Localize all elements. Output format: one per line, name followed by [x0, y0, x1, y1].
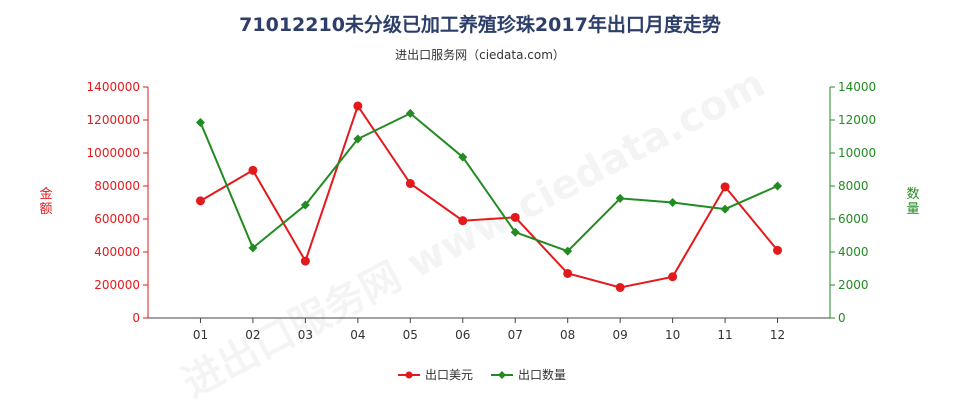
left-axis-title: 额: [39, 202, 52, 217]
chart-title: 71012210未分级已加工养殖珍珠2017年出口月度走势: [239, 14, 721, 36]
data-point-amount: [458, 216, 468, 226]
x-tick-label: 10: [665, 328, 680, 342]
left-tick-label: 200000: [94, 278, 140, 292]
data-point-amount: [353, 101, 363, 111]
x-tick-label: 12: [770, 328, 785, 342]
legend-label: 出口美元: [425, 368, 473, 382]
x-tick-label: 11: [717, 328, 732, 342]
series-line-1: [199, 103, 779, 289]
legend-label: 出口数量: [518, 367, 566, 382]
left-tick-label: 0: [132, 311, 140, 325]
data-point-amount: [405, 179, 415, 189]
data-point-amount: [300, 256, 310, 266]
right-tick-label: 4000: [838, 245, 869, 259]
data-point-quantity: [300, 200, 310, 210]
right-tick-label: 10000: [838, 146, 876, 160]
left-tick-label: 1400000: [87, 80, 140, 94]
data-point-amount: [773, 245, 783, 255]
legend-marker: [498, 371, 506, 379]
x-tick-label: 03: [298, 328, 313, 342]
right-tick-label: 14000: [838, 80, 876, 94]
data-point-quantity: [195, 117, 205, 127]
left-tick-label: 400000: [94, 245, 140, 259]
right-tick-label: 6000: [838, 212, 869, 226]
data-point-amount: [720, 182, 730, 192]
data-point-amount: [615, 282, 625, 292]
legend-marker: [405, 371, 413, 379]
x-tick-label: 06: [455, 328, 470, 342]
data-point-quantity: [248, 243, 258, 253]
data-point-quantity: [773, 181, 783, 191]
data-point-quantity: [668, 198, 678, 207]
data-point-quantity: [510, 227, 520, 237]
data-point-quantity: [563, 246, 573, 256]
data-point-quantity: [615, 193, 625, 203]
x-tick-label: 01: [193, 328, 208, 342]
chart-subtitle: 进出口服务网（ciedata.com）: [395, 48, 565, 62]
right-axis-title: 数: [906, 187, 919, 202]
x-tick-label: 05: [403, 328, 418, 342]
data-point-quantity: [458, 152, 468, 162]
left-tick-label: 1200000: [87, 113, 140, 127]
right-tick-label: 12000: [838, 113, 876, 127]
right-tick-label: 2000: [838, 278, 869, 292]
x-tick-label: 08: [560, 328, 575, 342]
data-point-amount: [510, 212, 520, 222]
right-tick-label: 8000: [838, 179, 869, 193]
x-tick-label: 09: [613, 328, 628, 342]
x-tick-label: 07: [508, 328, 523, 342]
data-point-quantity: [720, 204, 730, 214]
data-point-amount: [668, 272, 678, 282]
right-tick-label: 0: [838, 311, 846, 325]
data-point-amount: [563, 268, 573, 278]
x-tick-label: 02: [245, 328, 260, 342]
left-axis-title: 金: [39, 186, 52, 202]
data-point-amount: [248, 165, 258, 175]
left-tick-label: 600000: [94, 212, 140, 226]
left-tick-label: 800000: [94, 179, 140, 193]
left-tick-label: 1000000: [87, 146, 140, 160]
data-point-quantity: [353, 134, 363, 144]
series-line-2: [199, 112, 778, 253]
data-point-amount: [195, 196, 205, 206]
x-tick-label: 04: [350, 328, 365, 342]
watermark-text: 进出口服务网 www.ciedata.com: [175, 60, 772, 400]
right-axis-title: 量: [906, 202, 919, 217]
data-point-quantity: [405, 108, 415, 118]
